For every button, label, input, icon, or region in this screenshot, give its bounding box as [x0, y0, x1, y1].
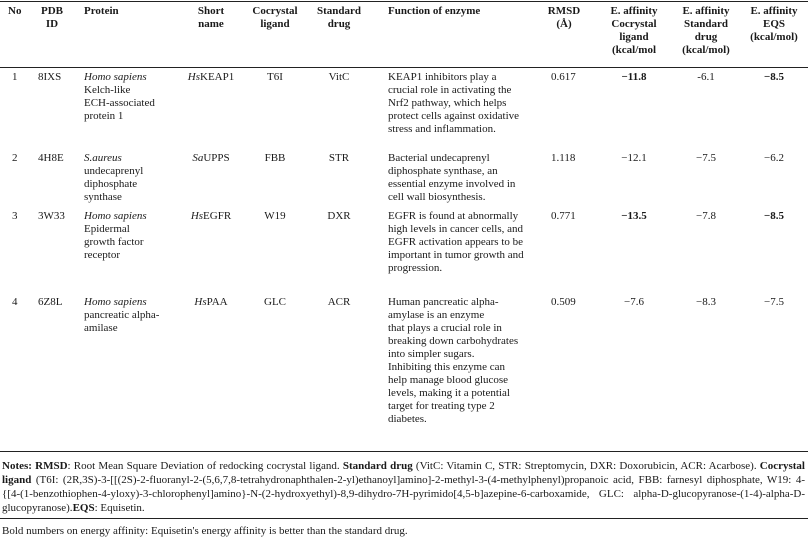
standard-drug-label: Standard drug	[342, 460, 413, 472]
row-ea-standard: −7.5	[696, 152, 716, 164]
standard-drug-note: (VitC: Vitamin C, STR: Streptomycin, DXR…	[412, 460, 760, 472]
row-pdb-id: 6Z8L	[38, 296, 63, 308]
eqs-note: : Equisetin.	[94, 502, 145, 514]
row-ea-cocrystal: −7.6	[624, 296, 644, 308]
row-protein: Homo sapiens Kelch-like ECH-associated p…	[84, 71, 155, 122]
cocrystal-ligand-note: (T6I: (2R,3S)-3-[[(2S)-2-fluoranyl-2-(5,…	[2, 474, 805, 514]
row-no: 4	[12, 296, 18, 308]
row-standard-drug: STR	[328, 152, 350, 164]
row-function: EGFR is found at abnormally high levels i…	[388, 210, 524, 274]
row-standard-drug: DXR	[327, 210, 351, 222]
row-rmsd: 0.617	[551, 71, 576, 83]
eqs-label: EQS	[72, 502, 95, 514]
row-ea-cocrystal: −12.1	[621, 152, 647, 164]
header-protein: Protein	[84, 5, 119, 17]
notes-label: Notes:	[2, 460, 32, 472]
row-pdb-id: 3W33	[38, 210, 65, 222]
row-no: 3	[12, 210, 18, 222]
header-pdb-id: PDB ID	[41, 5, 63, 30]
rmsd-note: : Root Mean Square Deviation of redockin…	[67, 460, 343, 472]
cocrystal-ligand-label: Cocrystal ligand	[2, 460, 805, 486]
row-cocrystal: GLC	[264, 296, 286, 308]
row-standard-drug: VitC	[328, 71, 350, 83]
header-ea-standard: E. affinity Standard drug (kcal/mol)	[682, 5, 730, 56]
row-ea-eqs: −6.2	[764, 152, 784, 164]
row-no: 1	[12, 71, 18, 83]
row-short-name: HsPAA	[194, 296, 228, 308]
row-ea-eqs: −8.5	[763, 210, 785, 222]
header-rmsd: RMSD (Å)	[547, 5, 581, 30]
row-no: 2	[12, 152, 18, 164]
row-pdb-id: 4H8E	[38, 152, 64, 164]
header-function: Function of enzyme	[388, 5, 481, 17]
row-function: Bacterial undecaprenyl diphosphate syntha…	[388, 152, 516, 203]
row-function: KEAP1 inhibitors play a crucial role in a…	[388, 71, 520, 135]
row-protein: Homo sapiens pancreatic alpha- amilase	[84, 296, 160, 334]
header-bottom-rule	[0, 67, 808, 68]
row-short-name: HsEGFR	[190, 210, 232, 222]
row-standard-drug: ACR	[327, 296, 351, 308]
row-cocrystal: FBB	[264, 152, 286, 164]
row-ea-standard: -6.1	[697, 71, 715, 83]
row-rmsd: 0.771	[551, 210, 576, 222]
header-ea-cocrystal: E. affinity Cocrystal ligand (kcal/mol	[610, 5, 658, 56]
rmsd-label: RMSD	[35, 460, 68, 472]
row-ea-standard: −7.8	[696, 210, 716, 222]
header-ea-eqs: E. affinity EQS (kcal/mol)	[750, 5, 798, 43]
row-cocrystal: W19	[264, 210, 286, 222]
bold-numbers-note: Bold numbers on energy affinity: Equiset…	[2, 525, 408, 537]
row-pdb-id: 8IXS	[38, 71, 62, 83]
row-ea-eqs: −8.5	[763, 71, 785, 83]
table-notes: Notes: RMSD: Root Mean Square Deviation …	[2, 459, 805, 515]
row-rmsd: 0.509	[551, 296, 576, 308]
row-short-name: SaUPPS	[192, 152, 230, 164]
header-short-name: Short name	[197, 5, 225, 30]
row-rmsd: 1.118	[551, 152, 576, 164]
row-protein: Homo sapiens Epidermal growth factor rec…	[84, 210, 147, 261]
row-function: Human pancreatic alpha-amylase is an enz…	[388, 296, 519, 425]
row-ea-eqs: −7.5	[764, 296, 784, 308]
notes-bottom-rule	[0, 518, 808, 519]
header-standard-drug: Standard drug	[316, 5, 362, 30]
header-no: No	[8, 5, 22, 17]
row-protein: S.aureus undecaprenyl diphosphate syntha…	[84, 152, 144, 203]
row-ea-cocrystal: −11.8	[621, 71, 647, 83]
table-bottom-rule	[0, 451, 808, 452]
row-ea-cocrystal: −13.5	[621, 210, 647, 222]
row-short-name: HsKEAP1	[187, 71, 235, 83]
row-ea-standard: −8.3	[696, 296, 716, 308]
row-cocrystal: T6I	[267, 71, 283, 83]
table-top-rule	[0, 1, 808, 2]
header-cocrystal-ligand: Cocrystal ligand	[252, 5, 298, 30]
